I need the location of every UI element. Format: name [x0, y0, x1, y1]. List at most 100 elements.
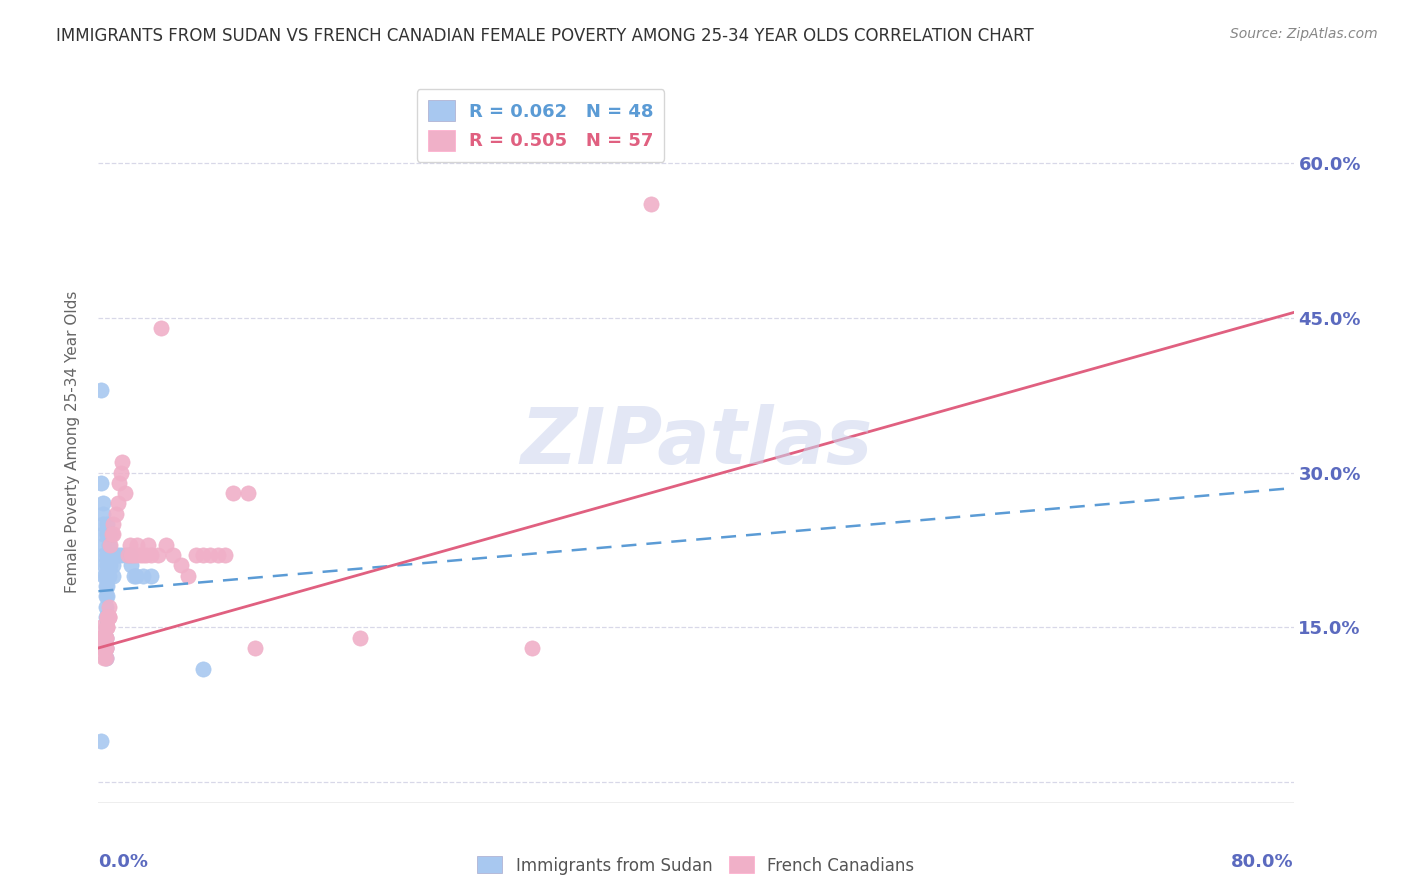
Point [96, 548, 118, 562]
Point [98, 538, 122, 552]
Point [94, 640, 117, 655]
Point [94, 651, 117, 665]
Point [148, 548, 170, 562]
Point [93, 558, 115, 573]
Point [110, 466, 132, 480]
Point [110, 548, 132, 562]
Point [96, 590, 118, 604]
Point [96, 620, 118, 634]
Point [94, 651, 117, 665]
Point [104, 548, 127, 562]
Point [184, 548, 207, 562]
Point [94, 631, 117, 645]
Point [97, 610, 120, 624]
Point [97, 558, 120, 573]
Point [222, 486, 245, 500]
Point [94, 631, 117, 645]
Point [96, 610, 118, 624]
Point [103, 527, 125, 541]
Point [94, 590, 117, 604]
Legend: R = 0.062   N = 48, R = 0.505   N = 57: R = 0.062 N = 48, R = 0.505 N = 57 [416, 89, 665, 161]
Point [93, 568, 115, 582]
Point [103, 517, 125, 532]
Point [120, 548, 142, 562]
Point [101, 548, 124, 562]
Point [96, 527, 118, 541]
Point [94, 640, 117, 655]
Point [97, 538, 120, 552]
Point [96, 620, 118, 634]
Point [94, 631, 117, 645]
Point [162, 548, 184, 562]
Point [117, 548, 139, 562]
Point [103, 558, 125, 573]
Point [117, 548, 139, 562]
Point [91, 507, 114, 521]
Point [191, 662, 214, 676]
Point [245, 640, 267, 655]
Point [96, 558, 118, 573]
Point [136, 538, 159, 552]
Point [107, 548, 129, 562]
Point [97, 527, 120, 541]
Point [214, 548, 236, 562]
Text: IMMIGRANTS FROM SUDAN VS FRENCH CANADIAN FEMALE POVERTY AMONG 25-34 YEAR OLDS CO: IMMIGRANTS FROM SUDAN VS FRENCH CANADIAN… [56, 27, 1033, 45]
Point [108, 475, 131, 490]
Point [90, 620, 112, 634]
Text: 80.0%: 80.0% [1230, 854, 1294, 871]
Point [90, 734, 112, 748]
Point [90, 475, 112, 490]
Y-axis label: Female Poverty Among 25-34 Year Olds: Female Poverty Among 25-34 Year Olds [65, 291, 80, 592]
Point [94, 579, 117, 593]
Point [94, 610, 117, 624]
Point [124, 568, 146, 582]
Point [207, 548, 229, 562]
Point [125, 548, 148, 562]
Point [114, 548, 136, 562]
Point [111, 455, 134, 469]
Point [118, 548, 141, 562]
Point [93, 538, 115, 552]
Point [94, 640, 117, 655]
Point [125, 568, 148, 582]
Point [177, 568, 200, 582]
Point [91, 631, 114, 645]
Point [93, 631, 115, 645]
Point [132, 568, 155, 582]
Point [105, 548, 128, 562]
Point [107, 496, 129, 510]
Point [94, 620, 117, 634]
Text: 0.0%: 0.0% [98, 854, 149, 871]
Point [200, 548, 222, 562]
Point [91, 527, 114, 541]
Point [105, 507, 128, 521]
Text: Source: ZipAtlas.com: Source: ZipAtlas.com [1230, 27, 1378, 41]
Point [135, 548, 157, 562]
Point [191, 548, 214, 562]
Point [97, 568, 120, 582]
Point [90, 631, 112, 645]
Point [169, 558, 191, 573]
Point [94, 568, 117, 582]
Point [103, 568, 125, 582]
Point [114, 486, 136, 500]
Point [96, 517, 118, 532]
Point [98, 558, 122, 573]
Point [94, 599, 117, 614]
Point [118, 538, 141, 552]
Point [96, 579, 118, 593]
Point [139, 548, 162, 562]
Point [93, 640, 115, 655]
Text: ZIPatlas: ZIPatlas [520, 403, 872, 480]
Point [139, 568, 162, 582]
Point [91, 640, 114, 655]
Point [132, 548, 155, 562]
Point [520, 640, 543, 655]
Point [96, 610, 118, 624]
Point [349, 631, 371, 645]
Point [236, 486, 259, 500]
Point [120, 558, 142, 573]
Point [97, 599, 120, 614]
Point [98, 548, 122, 562]
Point [101, 527, 124, 541]
